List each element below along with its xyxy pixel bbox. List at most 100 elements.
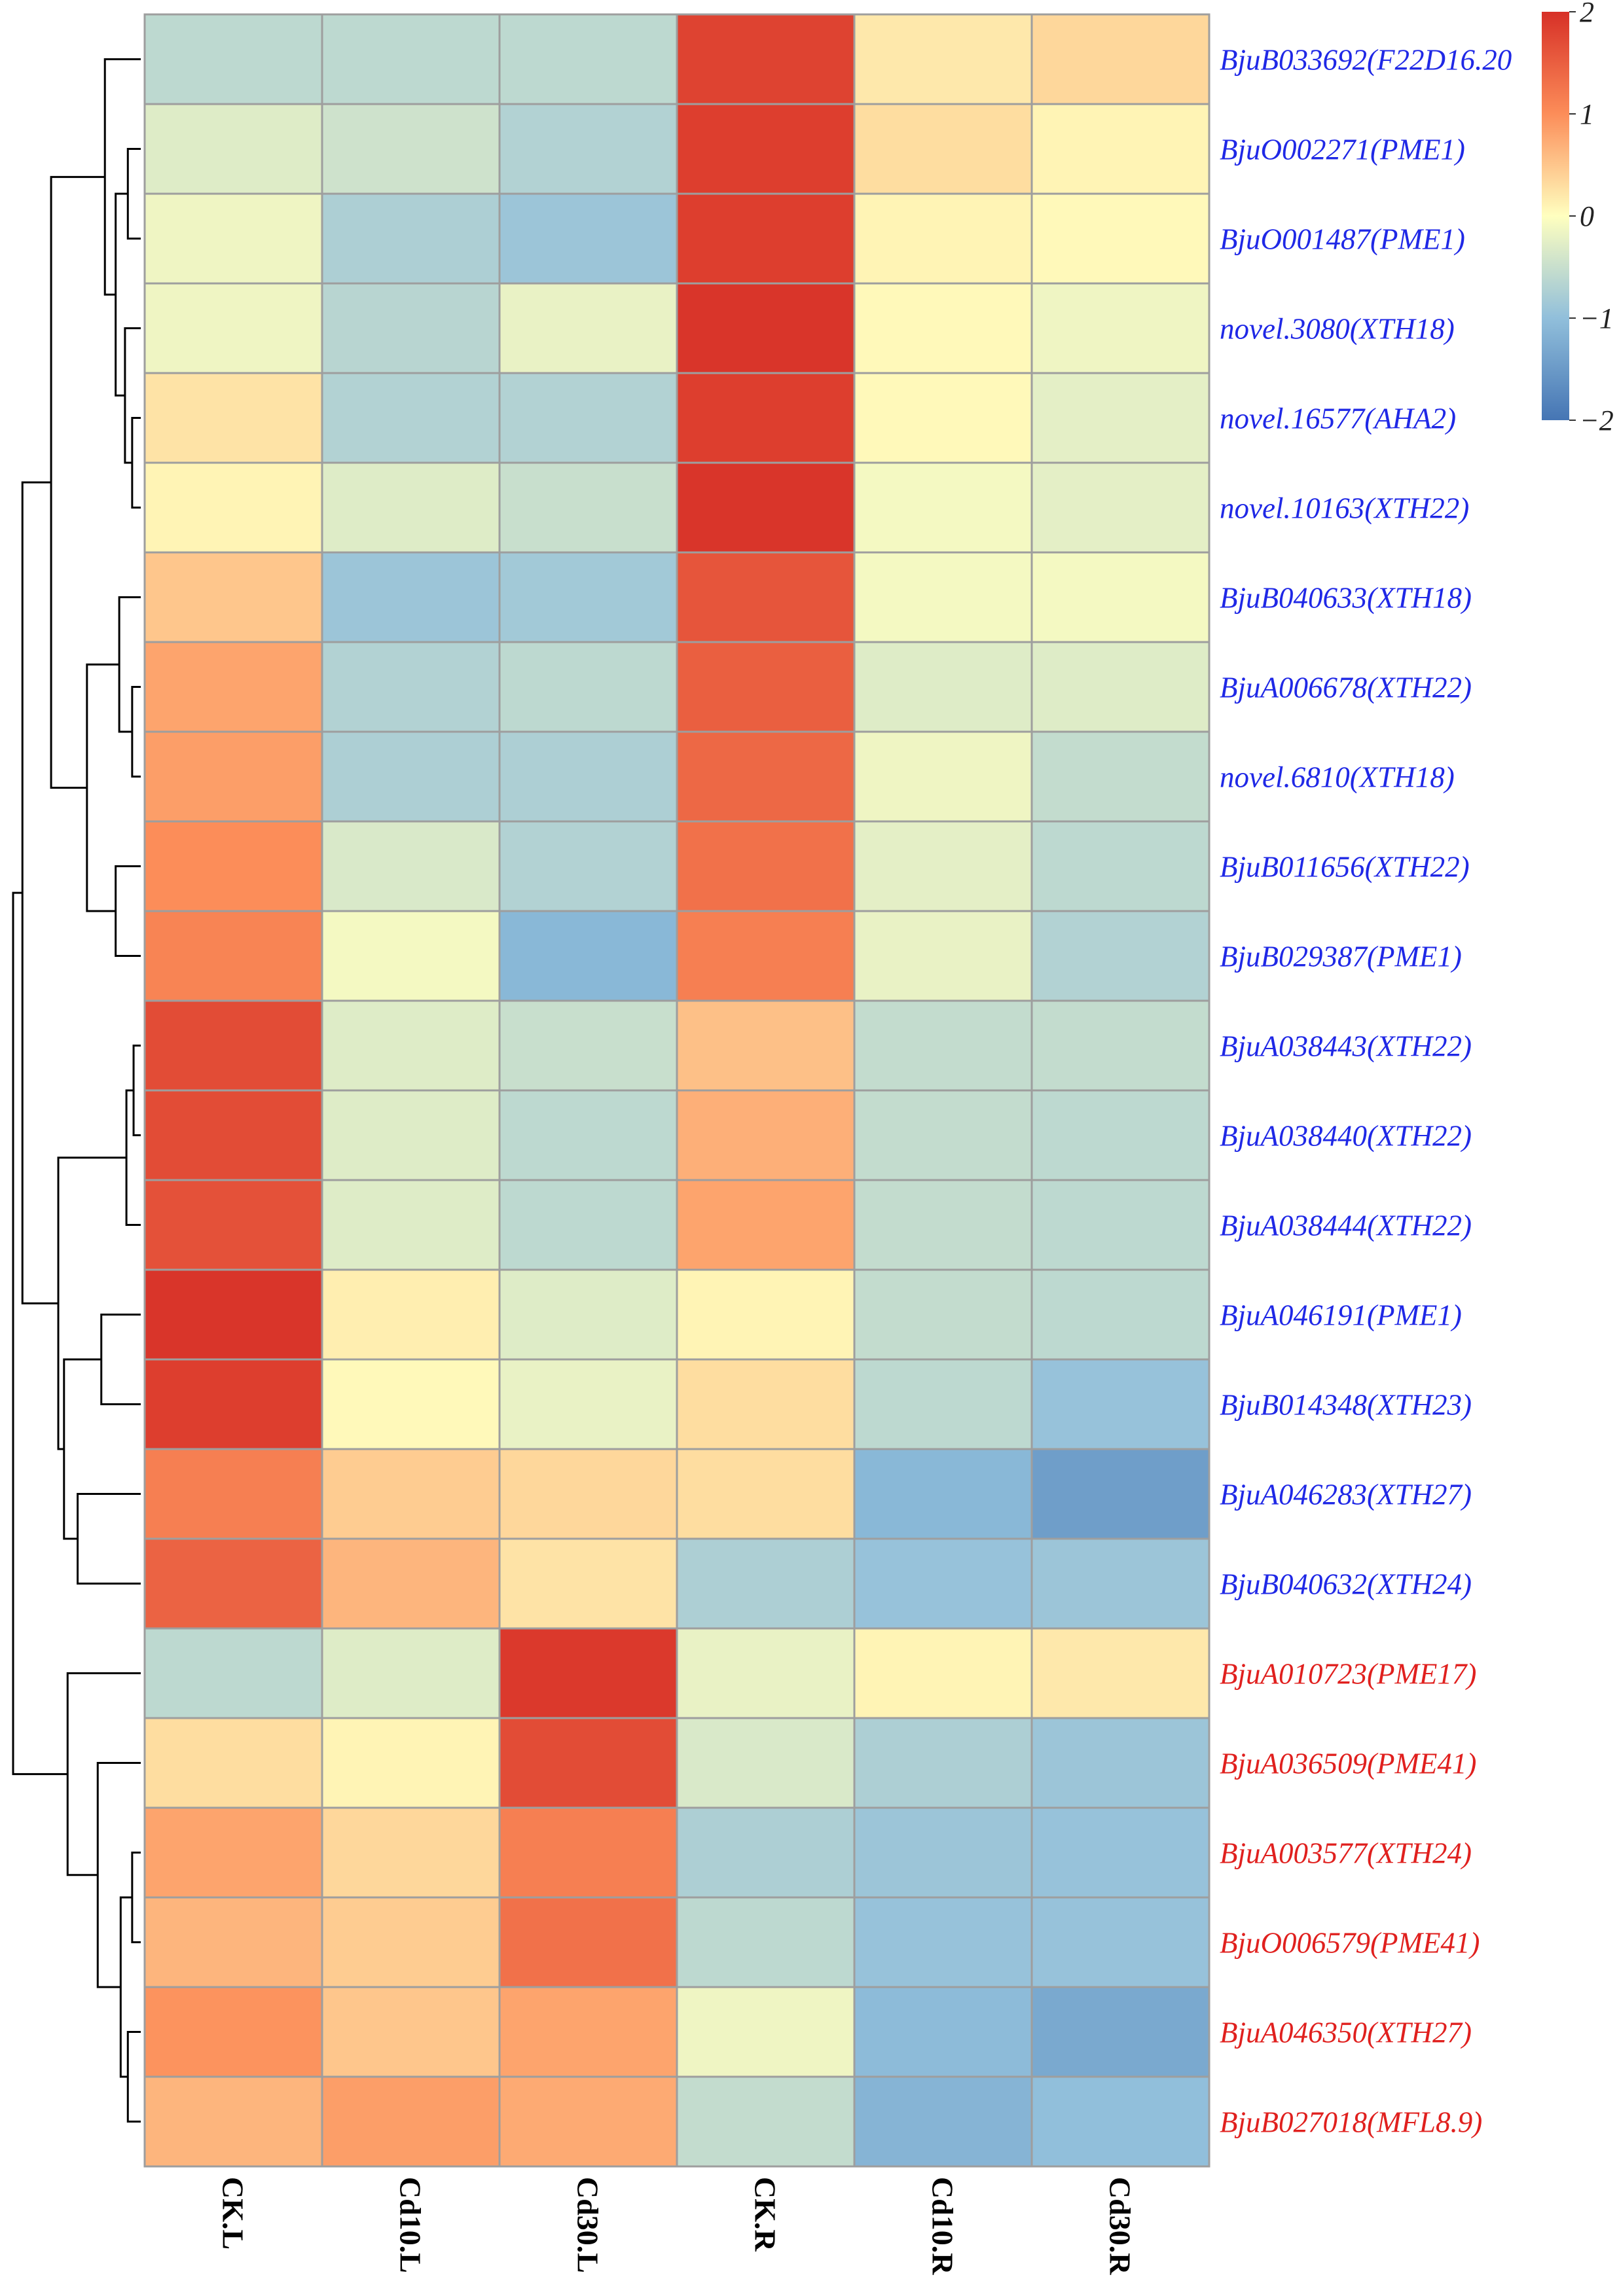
- heatmap-cell: [853, 1986, 1033, 2078]
- heatmap-cell: [321, 372, 501, 464]
- row-label: BjuA038440(XTH22): [1220, 1120, 1472, 1153]
- heatmap-cell: [853, 372, 1033, 464]
- heatmap-cell: [498, 1448, 678, 1540]
- heatmap-cell: [853, 1896, 1033, 1988]
- row-label: BjuB011656(XTH22): [1220, 851, 1470, 884]
- heatmap-cell: [676, 372, 856, 464]
- dendrogram-branch: [63, 1358, 101, 1540]
- row-label: BjuA046283(XTH27): [1220, 1479, 1472, 1511]
- heatmap-cell: [143, 192, 323, 285]
- heatmap-cell: [853, 641, 1033, 733]
- heatmap-cell: [498, 1717, 678, 1809]
- heatmap-cell: [143, 551, 323, 643]
- dendrogram-branch: [100, 1314, 141, 1405]
- heatmap-cell: [853, 1806, 1033, 1899]
- heatmap-cell: [321, 1448, 501, 1540]
- heatmap-cell: [676, 551, 856, 643]
- dendrogram-branch: [131, 686, 141, 778]
- heatmap-cell: [143, 282, 323, 374]
- heatmap-cell: [498, 2075, 678, 2168]
- heatmap-cell: [1030, 1627, 1210, 1719]
- color-legend: 2 1 0 −1 −2: [1542, 0, 1614, 437]
- legend-tick-label: −1: [1580, 302, 1614, 334]
- heatmap-cell: [321, 1179, 501, 1271]
- heatmap-cell: [1030, 551, 1210, 643]
- column-label: Cd30.R: [1104, 2177, 1137, 2275]
- heatmap-cell: [143, 730, 323, 823]
- heatmap-cell: [143, 1986, 323, 2078]
- legend-tick-label: 0: [1580, 200, 1594, 232]
- heatmap-cell: [498, 461, 678, 554]
- heatmap-cell: [321, 103, 501, 195]
- heatmap-cell: [1030, 1268, 1210, 1361]
- heatmap-cell: [498, 1358, 678, 1450]
- heatmap-cell: [498, 103, 678, 195]
- legend-tick-label: 1: [1580, 98, 1594, 130]
- heatmap-cell: [143, 1537, 323, 1630]
- heatmap-cell: [676, 999, 856, 1092]
- dendrogram-branch: [12, 891, 68, 1776]
- heatmap-cell: [1030, 1717, 1210, 1809]
- heatmap-cell: [143, 1627, 323, 1719]
- heatmap-cell: [853, 551, 1033, 643]
- heatmap-cell: [676, 1627, 856, 1719]
- heatmap-cell: [676, 1537, 856, 1630]
- heatmap-cell: [676, 820, 856, 912]
- heatmap-cell: [1030, 1896, 1210, 1988]
- row-dendrogram: [12, 58, 141, 2123]
- heatmap-cells: [143, 13, 1210, 2168]
- heatmap-cell: [143, 1806, 323, 1899]
- heatmap-cell: [676, 2075, 856, 2168]
- heatmap-cell: [853, 1448, 1033, 1540]
- heatmap-cell: [498, 13, 678, 105]
- row-label: BjuB040633(XTH18): [1220, 582, 1472, 615]
- row-label: BjuA003577(XTH24): [1220, 1837, 1472, 1870]
- heatmap-cell: [143, 820, 323, 912]
- row-label: BjuA046191(PME1): [1220, 1299, 1462, 1332]
- heatmap-cell: [498, 730, 678, 823]
- heatmap-cell: [498, 1806, 678, 1899]
- heatmap-cell: [321, 1537, 501, 1630]
- heatmap-cell: [143, 999, 323, 1092]
- heatmap-cell: [1030, 999, 1210, 1092]
- heatmap-cell: [321, 910, 501, 1002]
- dendrogram-branch: [131, 1852, 141, 1943]
- row-labels: BjuB033692(F22D16.20 BjuO002271(PME1) BjuO…: [1220, 44, 1512, 2139]
- row-label: BjuA038444(XTH22): [1220, 1210, 1472, 1242]
- legend-tick-label: −2: [1580, 404, 1614, 437]
- row-label: BjuO001487(PME1): [1220, 223, 1465, 256]
- heatmap-cell: [676, 282, 856, 374]
- row-label: BjuA036509(PME41): [1220, 1748, 1476, 1780]
- heatmap-cell: [143, 1717, 323, 1809]
- heatmap-cell: [143, 372, 323, 464]
- heatmap-cell: [1030, 461, 1210, 554]
- heatmap-cell: [143, 1179, 323, 1271]
- heatmap-cell: [321, 1806, 501, 1899]
- heatmap-cell: [676, 1717, 856, 1809]
- heatmap-cell: [1030, 372, 1210, 464]
- dendrogram-branch: [96, 1762, 141, 1988]
- row-label: BjuA006678(XTH22): [1220, 672, 1472, 704]
- heatmap-cell: [1030, 641, 1210, 733]
- heatmap-cell: [853, 730, 1033, 823]
- row-label: BjuO006579(PME41): [1220, 1927, 1480, 1960]
- heatmap-cell: [143, 1358, 323, 1450]
- heatmap-cell: [321, 1358, 501, 1450]
- heatmap-cell: [1030, 103, 1210, 195]
- heatmap-cell: [853, 1089, 1033, 1181]
- heatmap-cell: [321, 730, 501, 823]
- dendrogram-branch: [124, 327, 141, 464]
- row-label: BjuA010723(PME17): [1220, 1658, 1476, 1691]
- heatmap-cell: [676, 730, 856, 823]
- heatmap-cell: [498, 999, 678, 1092]
- heatmap-cell: [853, 820, 1033, 912]
- heatmap-cell: [1030, 1089, 1210, 1181]
- heatmap-cell: [143, 13, 323, 105]
- heatmap-cell: [143, 2075, 323, 2168]
- heatmap-cell: [498, 1896, 678, 1988]
- column-label: Cd10.R: [926, 2177, 960, 2275]
- column-labels: CK.L Cd10.L Cd30.L CK.R Cd10.R Cd30.R: [217, 2177, 1137, 2275]
- heatmap-cell: [853, 999, 1033, 1092]
